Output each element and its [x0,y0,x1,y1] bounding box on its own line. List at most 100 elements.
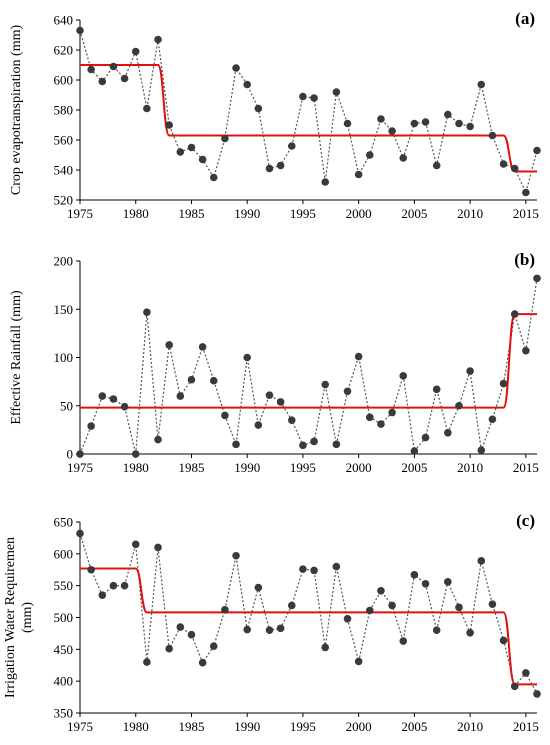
data-point [510,164,519,173]
y-tick-label: 580 [54,103,74,118]
data-point [76,450,84,458]
x-tick-label: 1980 [123,460,149,475]
data-point [176,392,185,400]
data-point [265,626,274,635]
data-point [198,343,207,351]
data-point [254,421,263,429]
data-point [154,35,162,44]
y-tick-label: 560 [54,133,74,148]
data-point [477,446,486,454]
data-point [310,94,318,102]
data-point [154,435,162,444]
y-axis-title-line: (mm) [20,602,35,633]
x-tick-label: 2000 [346,460,372,475]
y-axis-title: Effective Rainfall (mm) [9,290,24,425]
x-tick-label: 1985 [178,460,204,475]
data-point [388,601,396,610]
data-point [76,26,84,35]
data-point [343,614,352,623]
data-point [432,161,441,170]
x-tick-label: 2005 [401,460,427,475]
data-point [276,624,285,633]
data-point [198,658,207,667]
data-point [522,346,530,355]
data-point [343,119,352,128]
x-tick-label: 1985 [178,206,204,221]
data-point [332,562,341,571]
y-tick-label: 200 [54,254,74,269]
panel-label: (b) [514,250,535,269]
data-point [76,529,84,538]
y-tick-label: 400 [54,674,74,689]
data-point [209,642,218,650]
data-point [421,579,430,588]
chart-panel-3: 350 400 450 500 550 600 650 1975 1980 1985 1990 199… [3,511,541,734]
data-point [510,310,519,318]
data-point [444,578,452,586]
y-tick-label: 550 [54,578,74,593]
x-tick-label: 2015 [513,460,539,475]
data-point [321,178,330,186]
data-point [332,440,341,449]
data-point [221,134,229,143]
data-point [154,543,162,552]
y-tick-label: 640 [54,13,74,28]
x-tick-label: 2000 [346,206,372,221]
data-point [232,440,240,449]
x-tick-label: 2015 [513,206,539,221]
data-point [432,385,441,394]
data-point [131,47,140,56]
data-point [87,565,95,574]
panel-label: (a) [515,9,535,28]
data-point [410,571,419,579]
data-point [499,636,508,645]
x-tick-label: 1990 [234,206,260,221]
data-point [332,88,341,96]
data-point [243,625,251,634]
x-tick-label: 1995 [290,206,316,221]
y-tick-label: 350 [54,706,74,721]
y-axis-title: Crop evapotranspiration (mm) [9,25,24,196]
data-point [321,380,330,389]
x-tick-label: 2005 [401,206,427,221]
x-tick-label: 1995 [290,460,316,475]
data-point [466,628,474,637]
data-point [377,420,385,428]
data-point [87,422,95,430]
x-tick-label: 2010 [457,719,483,734]
data-point [310,566,318,575]
data-point [488,131,497,140]
x-tick-label: 2010 [457,460,483,475]
data-point [265,164,274,173]
data-point [287,142,296,150]
y-tick-label: 450 [54,642,74,657]
y-tick-label: 50 [60,398,73,413]
trend-line [80,567,537,686]
data-point [399,372,408,380]
data-point [410,119,419,128]
trend-line [80,313,537,409]
y-tick-label: 100 [54,350,74,365]
data-point [221,411,229,420]
data-point [143,308,151,316]
data-point [410,447,419,455]
data-point [388,127,396,135]
y-tick-label: 600 [54,546,74,561]
data-point [109,395,118,403]
panel-label: (c) [516,511,535,530]
data-point [388,408,396,417]
data-point [477,557,486,565]
x-tick-label: 2000 [346,719,372,734]
data-point [366,413,374,422]
y-tick-label: 520 [54,193,74,208]
data-point [455,603,463,612]
x-tick-label: 2010 [457,206,483,221]
data-point [120,402,129,411]
data-point [98,591,107,600]
data-point [444,428,452,437]
data-point [510,682,519,691]
data-point [499,160,508,168]
data-point [232,64,240,72]
data-point [165,644,173,653]
y-tick-label: 150 [54,302,74,317]
